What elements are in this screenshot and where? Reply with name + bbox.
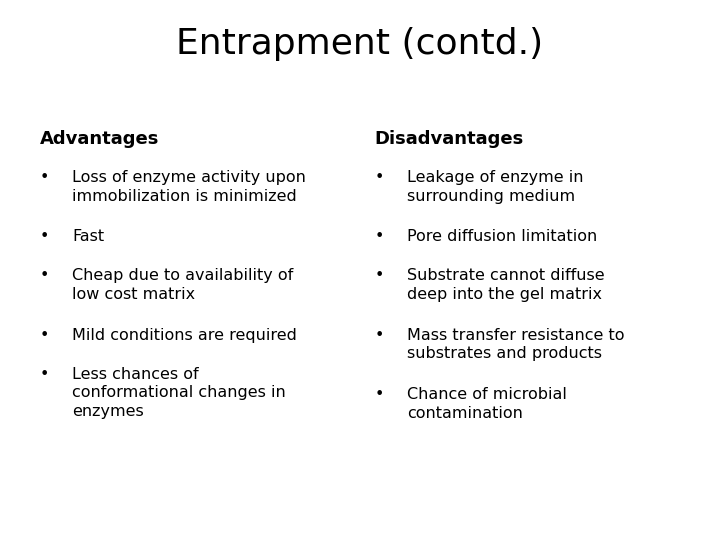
- Text: •: •: [40, 268, 49, 284]
- Text: •: •: [374, 328, 384, 343]
- Text: Loss of enzyme activity upon
immobilization is minimized: Loss of enzyme activity upon immobilizat…: [72, 170, 306, 204]
- Text: •: •: [40, 367, 49, 382]
- Text: Substrate cannot diffuse
deep into the gel matrix: Substrate cannot diffuse deep into the g…: [407, 268, 604, 302]
- Text: Mild conditions are required: Mild conditions are required: [72, 328, 297, 343]
- Text: •: •: [40, 170, 49, 185]
- Text: •: •: [40, 230, 49, 245]
- Text: •: •: [374, 230, 384, 245]
- Text: •: •: [374, 170, 384, 185]
- Text: Cheap due to availability of
low cost matrix: Cheap due to availability of low cost ma…: [72, 268, 293, 302]
- Text: Chance of microbial
contamination: Chance of microbial contamination: [407, 387, 567, 421]
- Text: Advantages: Advantages: [40, 130, 159, 147]
- Text: •: •: [374, 387, 384, 402]
- Text: •: •: [40, 328, 49, 343]
- Text: Entrapment (contd.): Entrapment (contd.): [176, 27, 544, 61]
- Text: •: •: [374, 268, 384, 284]
- Text: Disadvantages: Disadvantages: [374, 130, 523, 147]
- Text: Less chances of
conformational changes in
enzymes: Less chances of conformational changes i…: [72, 367, 286, 419]
- Text: Pore diffusion limitation: Pore diffusion limitation: [407, 230, 597, 245]
- Text: Fast: Fast: [72, 230, 104, 245]
- Text: Mass transfer resistance to
substrates and products: Mass transfer resistance to substrates a…: [407, 328, 624, 361]
- Text: Leakage of enzyme in
surrounding medium: Leakage of enzyme in surrounding medium: [407, 170, 583, 204]
